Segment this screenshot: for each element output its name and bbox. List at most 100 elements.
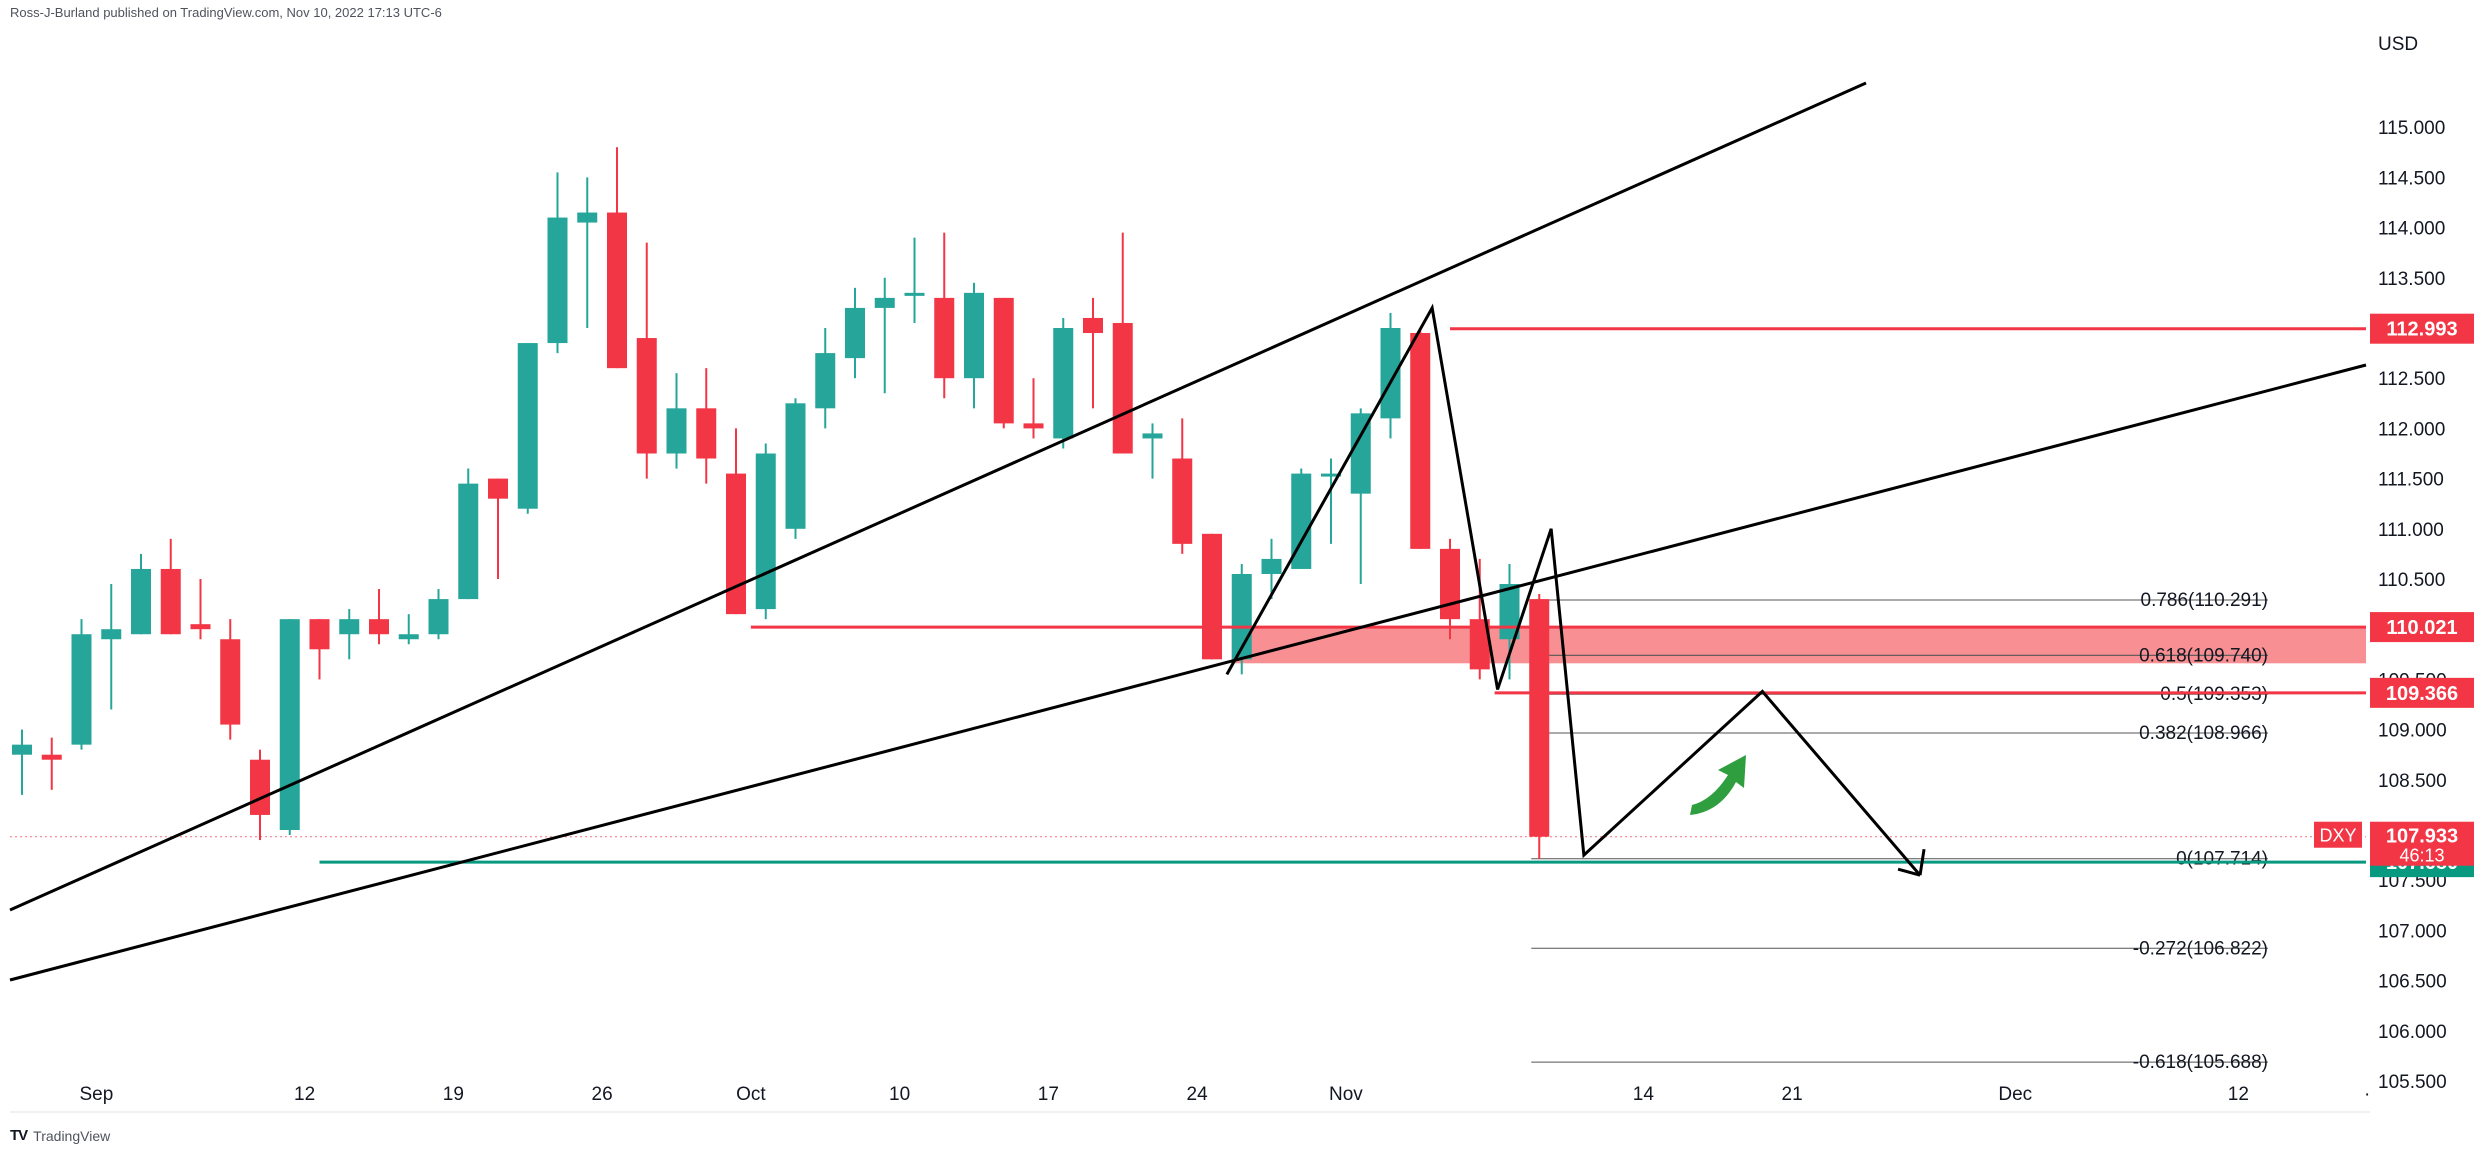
x-tick-label: Nov <box>1329 1084 1363 1105</box>
candle-body <box>726 473 746 615</box>
candle-body <box>1440 548 1460 620</box>
candle-body <box>993 297 1014 424</box>
candle-body <box>1291 473 1312 569</box>
candle-body <box>1529 599 1550 837</box>
y-tick-label: 108.500 <box>2378 771 2447 792</box>
publisher-attribution: Ross-J-Burland published on TradingView.… <box>10 5 442 20</box>
candle-body <box>428 599 449 635</box>
green-bounce-arrow-icon <box>1690 755 1746 815</box>
y-tick-label: 107.000 <box>2378 921 2447 942</box>
candle-body <box>1083 317 1103 334</box>
price-label-bg <box>2370 612 2474 643</box>
price-label-bg <box>2370 677 2474 708</box>
x-tick-label: Oct <box>736 1084 766 1105</box>
fib-level-label: 0(107.714) <box>2176 849 2268 870</box>
y-tick-label: 112.000 <box>2378 419 2445 440</box>
candle-body <box>666 408 687 454</box>
candle-body <box>1112 322 1133 454</box>
x-tick-label: 17 <box>1038 1084 1059 1105</box>
fib-level-label: 0.382(108.966) <box>2139 723 2268 744</box>
projection-arrowhead-left <box>1897 867 1921 877</box>
x-tick-label: 12 <box>294 1084 315 1105</box>
candle-body <box>279 619 300 830</box>
price-label-bg <box>2370 313 2474 344</box>
candle-body <box>1321 473 1341 477</box>
time-axis[interactable]: Sep 12 19 26 Oct 10 17 24 Nov 14 21 Dec 12 · <box>79 1084 2370 1105</box>
candle-body <box>250 759 270 815</box>
candle-body <box>1469 619 1490 670</box>
symbol-tag-bg <box>2314 821 2362 848</box>
candle-body <box>309 619 330 650</box>
price-axis[interactable]: USD 105.500106.000106.500107.000107.5001… <box>2378 34 2447 1093</box>
candle-body <box>1380 328 1401 419</box>
fib-level-label: 0.786(110.291) <box>2141 590 2268 611</box>
x-tick-label: 26 <box>592 1084 613 1105</box>
y-tick-label: 106.000 <box>2378 1022 2447 1043</box>
x-tick-label: 14 <box>1633 1084 1655 1105</box>
candle-body <box>607 212 627 369</box>
candle-body <box>1202 533 1222 660</box>
y-tick-label: 115.000 <box>2378 118 2445 139</box>
price-label: 109.366 <box>2386 683 2458 705</box>
y-tick-label: 105.500 <box>2378 1072 2447 1093</box>
candle-body <box>41 754 62 760</box>
candle-body <box>160 568 181 635</box>
fib-level-label: 0.5(109.353) <box>2160 684 2268 705</box>
candle-body <box>815 353 836 409</box>
candle-body <box>874 297 895 308</box>
projection-arrowhead-right <box>1918 848 1926 876</box>
candle-body <box>1023 423 1044 429</box>
candle-body <box>1261 558 1282 574</box>
current-price-value: 107.933 <box>2386 826 2458 848</box>
candle-body <box>220 639 241 725</box>
lower-trendline <box>9 363 2367 982</box>
candle-body <box>964 292 984 379</box>
fib-level-label: -0.618(105.688) <box>2133 1052 2268 1073</box>
x-tick-label: 10 <box>889 1084 910 1105</box>
x-axis-end-mark: · <box>2364 1084 2370 1105</box>
tradingview-logo-icon: TV <box>10 1127 28 1144</box>
y-tick-label: 111.000 <box>2378 520 2444 541</box>
x-tick-label: 21 <box>1782 1084 1803 1105</box>
candle-body <box>904 292 925 296</box>
price-labels: 112.993110.021109.366107.680107.93346:13… <box>2314 313 2474 878</box>
fib-level-label: 0.618(109.740) <box>2139 645 2268 666</box>
candle-body <box>12 744 32 755</box>
candle-body <box>339 619 360 635</box>
candle-body <box>1350 413 1371 494</box>
candle-body <box>1142 433 1163 439</box>
candle-body <box>1499 584 1520 640</box>
projection-zigzag <box>1225 303 1922 877</box>
resistance-zone <box>1231 627 2366 664</box>
candle-body <box>755 453 776 610</box>
symbol-tag: DXY <box>2319 826 2356 846</box>
price-label: 112.993 <box>2386 319 2457 341</box>
y-tick-label: 112.500 <box>2378 369 2445 390</box>
candle-body <box>696 408 717 459</box>
y-tick-label: 110.500 <box>2378 570 2445 591</box>
candle-body <box>1053 328 1074 439</box>
resistance-zone-band <box>1231 627 2366 664</box>
candle-body <box>785 403 806 529</box>
candle-body <box>131 568 151 635</box>
y-tick-label: 111.500 <box>2378 470 2444 491</box>
y-tick-label: 114.000 <box>2378 219 2445 240</box>
candle-body <box>369 619 389 635</box>
candle-body <box>458 483 479 600</box>
fib-level-label: -0.272(106.822) <box>2133 938 2268 959</box>
tradingview-footer: TV TradingView <box>10 1127 110 1144</box>
x-tick-label: Sep <box>79 1084 113 1105</box>
y-tick-label: 113.500 <box>2378 269 2445 290</box>
candle-body <box>71 634 92 745</box>
candle-body <box>190 624 211 630</box>
upper-trendline <box>9 81 1867 912</box>
candle-body <box>517 343 538 509</box>
y-tick-label: 106.500 <box>2378 972 2447 993</box>
y-tick-label: 114.500 <box>2378 168 2445 189</box>
current-price-bg <box>2370 821 2474 866</box>
trendline-drawings <box>9 81 2367 982</box>
candle-body <box>547 217 568 344</box>
candle-body <box>488 478 508 499</box>
y-tick-label: 109.000 <box>2378 721 2447 742</box>
